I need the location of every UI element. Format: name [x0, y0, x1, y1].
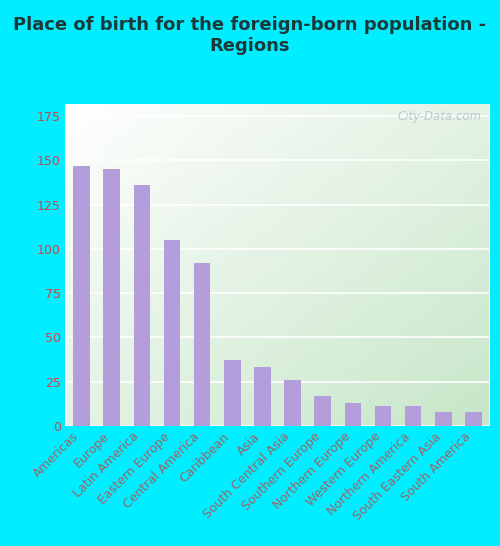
Bar [435, 412, 452, 426]
Text: Place of birth for the foreign-born population -
Regions: Place of birth for the foreign-born popu… [14, 16, 486, 55]
Bar [374, 406, 392, 426]
Bar [104, 169, 120, 426]
Bar [344, 403, 361, 426]
Bar [134, 185, 150, 426]
Text: City-Data.com: City-Data.com [398, 110, 481, 123]
Bar [164, 240, 180, 426]
Bar [74, 165, 90, 426]
Bar [465, 412, 481, 426]
Bar [224, 360, 240, 426]
Bar [284, 380, 301, 426]
Bar [194, 263, 210, 426]
Bar [254, 367, 270, 426]
Bar [405, 406, 421, 426]
Bar [314, 396, 331, 426]
